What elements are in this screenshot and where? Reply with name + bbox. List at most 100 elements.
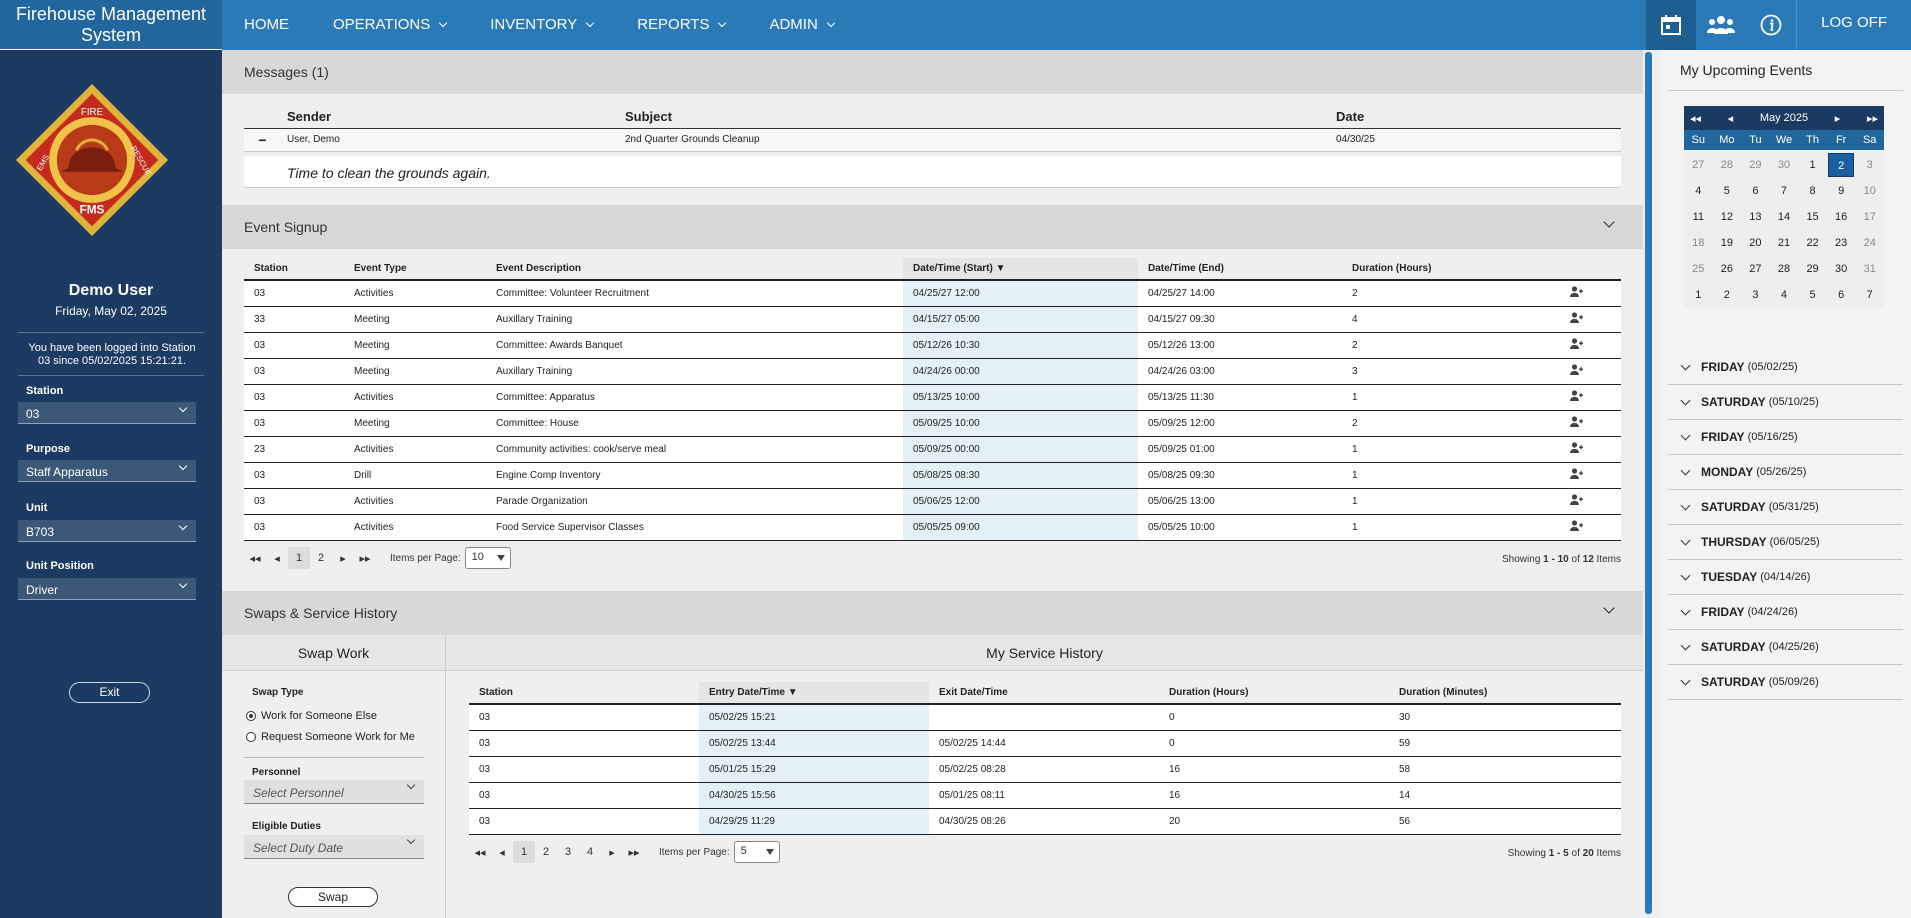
- calendar-day[interactable]: 27: [1692, 159, 1705, 171]
- last-page-icon[interactable]: ▸▸: [628, 846, 640, 859]
- add-user-icon[interactable]: [1570, 390, 1583, 404]
- event-signup-header[interactable]: Event Signup: [222, 205, 1643, 249]
- event-day-item[interactable]: SATURDAY (05/09/26): [1668, 665, 1903, 700]
- nav-operations[interactable]: OPERATIONS: [311, 0, 468, 50]
- calendar-day[interactable]: 28: [1720, 159, 1733, 171]
- radio-request-someone[interactable]: Request Someone Work for Me: [246, 731, 415, 743]
- page-3[interactable]: 3: [564, 846, 572, 858]
- calendar-day[interactable]: 20: [1749, 237, 1762, 249]
- prev-month-icon[interactable]: ◂: [1727, 112, 1734, 125]
- page-2[interactable]: 2: [317, 552, 325, 564]
- calendar-month[interactable]: May 2025: [1759, 112, 1809, 124]
- page-2[interactable]: 2: [542, 846, 550, 858]
- col-entry-sorted[interactable]: Entry Date/Time ▼: [699, 682, 929, 705]
- calendar-day[interactable]: 29: [1806, 263, 1819, 275]
- calendar-day[interactable]: 31: [1863, 263, 1876, 275]
- add-user-icon[interactable]: [1570, 468, 1583, 482]
- calendar-day[interactable]: 13: [1749, 211, 1762, 223]
- calendar-day[interactable]: 14: [1777, 211, 1791, 223]
- items-per-page-select[interactable]: 10: [464, 547, 511, 569]
- calendar-day[interactable]: 5: [1809, 289, 1816, 301]
- calendar-day[interactable]: 29: [1749, 159, 1762, 171]
- table-row[interactable]: 03 Meeting Auxillary Training 04/24/26 00:0…: [244, 358, 1621, 385]
- table-row[interactable]: 23 Activities Community activities: cook/s…: [244, 436, 1621, 463]
- next-page-icon[interactable]: ▸: [340, 552, 346, 565]
- table-row[interactable]: 03 Activities Committee: Volunteer Recruit…: [244, 280, 1621, 307]
- info-icon-button[interactable]: [1746, 0, 1796, 50]
- calendar-day[interactable]: 28: [1777, 263, 1791, 275]
- calendar-day[interactable]: 9: [1838, 185, 1845, 197]
- col-exit[interactable]: Exit Date/Time: [929, 682, 1159, 705]
- prev-page-icon[interactable]: ◂: [499, 846, 505, 859]
- calendar-day[interactable]: 18: [1692, 237, 1705, 249]
- calendar-day[interactable]: 26: [1720, 263, 1733, 275]
- table-row[interactable]: 03 Meeting Committee: Awards Banquet 05/12/…: [244, 332, 1621, 359]
- add-user-icon[interactable]: [1570, 416, 1583, 430]
- calendar-day[interactable]: 24: [1863, 237, 1876, 249]
- calendar-day[interactable]: 4: [1780, 289, 1788, 301]
- radio-work-for-else[interactable]: Work for Someone Else: [246, 710, 377, 722]
- page-4[interactable]: 4: [586, 846, 594, 858]
- page-1[interactable]: 1: [288, 547, 310, 569]
- nav-reports[interactable]: REPORTS: [615, 0, 747, 50]
- nav-home[interactable]: HOME: [222, 0, 311, 50]
- calendar-day[interactable]: 6: [1838, 289, 1845, 301]
- prev-page-icon[interactable]: ◂: [274, 552, 280, 565]
- calendar-icon-button[interactable]: [1646, 0, 1697, 50]
- calendar-day[interactable]: 19: [1720, 237, 1733, 249]
- nav-admin[interactable]: ADMIN: [747, 0, 855, 50]
- col-duration[interactable]: Duration (Hours): [1342, 258, 1535, 281]
- col-start-sorted[interactable]: Date/Time (Start) ▼: [903, 258, 1138, 281]
- calendar-day[interactable]: 30: [1835, 263, 1848, 275]
- table-row[interactable]: 03 Activities Food Service Supervisor Clas…: [244, 514, 1621, 541]
- calendar-day[interactable]: 15: [1806, 211, 1819, 223]
- radio-selected-icon[interactable]: [246, 711, 256, 721]
- personnel-select[interactable]: Select Personnel: [244, 780, 424, 804]
- calendar-day[interactable]: 21: [1777, 237, 1791, 249]
- duty-date-select[interactable]: Select Duty Date: [244, 835, 424, 859]
- col-event-type[interactable]: Event Type: [344, 258, 486, 281]
- event-day-item[interactable]: MONDAY (05/26/25): [1668, 455, 1903, 490]
- unit-position-select[interactable]: Driver: [18, 578, 196, 600]
- next-month-icon[interactable]: ▸: [1834, 112, 1841, 125]
- col-end[interactable]: Date/Time (End): [1138, 258, 1342, 281]
- app-title[interactable]: Firehouse Management System: [0, 0, 222, 50]
- table-row[interactable]: 03 Activities Committee: Apparatus 05/13/25…: [244, 384, 1621, 411]
- col-duration-hours[interactable]: Duration (Hours): [1159, 682, 1389, 705]
- nav-inventory[interactable]: INVENTORY: [468, 0, 615, 50]
- first-page-icon[interactable]: ◂◂: [249, 552, 261, 565]
- collapse-toggle-icon[interactable]: −: [244, 128, 281, 152]
- chevron-down-icon[interactable]: [1603, 216, 1615, 228]
- prev-year-icon[interactable]: ◂◂: [1690, 112, 1702, 125]
- add-user-icon[interactable]: [1570, 442, 1583, 456]
- table-row[interactable]: 33 Meeting Auxillary Training 04/15/27 05:0…: [244, 306, 1621, 333]
- first-page-icon[interactable]: ◂◂: [474, 846, 486, 859]
- table-row[interactable]: 03 Meeting Committee: House 05/09/25 10:00 0…: [244, 410, 1621, 437]
- calendar-day[interactable]: 3: [1866, 159, 1873, 171]
- calendar-day[interactable]: 3: [1752, 289, 1759, 301]
- calendar-day[interactable]: 1: [1809, 159, 1816, 171]
- col-duration-minutes[interactable]: Duration (Minutes): [1389, 682, 1621, 705]
- col-station[interactable]: Station: [469, 682, 699, 705]
- people-icon-button[interactable]: [1696, 0, 1746, 50]
- calendar-day[interactable]: 11: [1692, 211, 1704, 223]
- event-day-item[interactable]: FRIDAY (05/02/25): [1668, 350, 1903, 385]
- calendar-day[interactable]: 2: [1723, 289, 1730, 301]
- table-row[interactable]: 03 04/29/25 11:29 04/30/25 08:26 20 56: [469, 808, 1621, 835]
- col-station[interactable]: Station: [244, 258, 344, 281]
- col-event-description[interactable]: Event Description: [486, 258, 903, 281]
- event-day-item[interactable]: FRIDAY (05/16/25): [1668, 420, 1903, 455]
- calendar-day[interactable]: 6: [1752, 185, 1759, 197]
- add-user-icon[interactable]: [1570, 338, 1583, 352]
- calendar-day[interactable]: 12: [1720, 211, 1733, 223]
- event-day-item[interactable]: THURSDAY (06/05/25): [1668, 525, 1903, 560]
- table-row[interactable]: 03 05/02/25 15:21 0 30: [469, 704, 1621, 731]
- add-user-icon[interactable]: [1570, 312, 1583, 326]
- table-row[interactable]: 03 04/30/25 15:56 05/01/25 08:11 16 14: [469, 782, 1621, 809]
- add-user-icon[interactable]: [1570, 286, 1583, 300]
- calendar-day[interactable]: 7: [1866, 289, 1873, 301]
- items-per-page-select[interactable]: 5: [733, 841, 780, 863]
- calendar-day[interactable]: 16: [1835, 211, 1848, 223]
- add-user-icon[interactable]: [1570, 364, 1583, 378]
- calendar-day[interactable]: 27: [1749, 263, 1762, 275]
